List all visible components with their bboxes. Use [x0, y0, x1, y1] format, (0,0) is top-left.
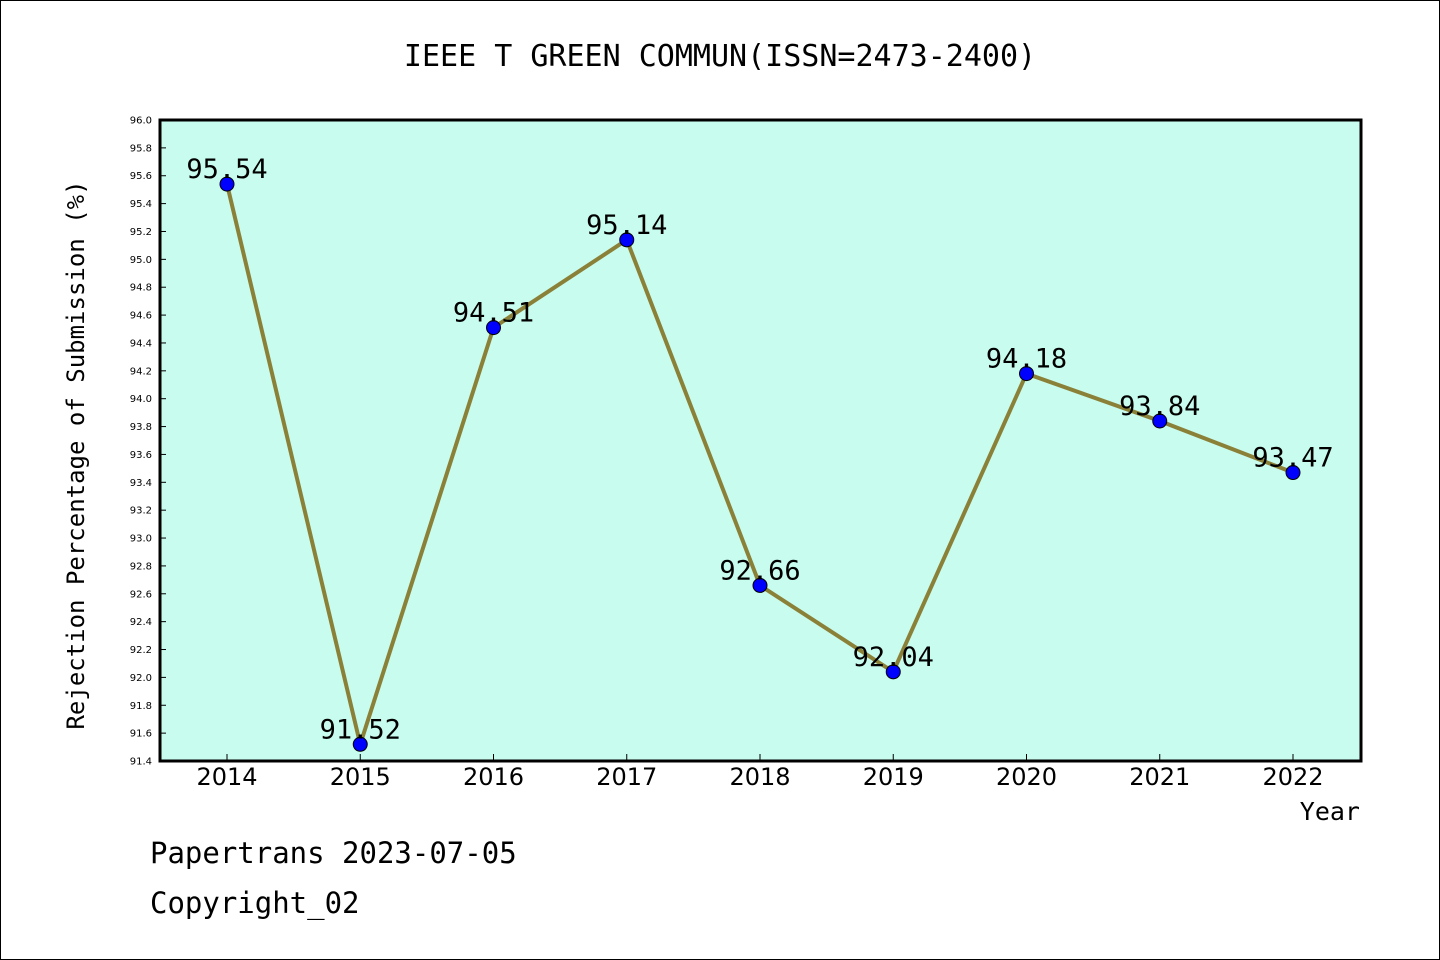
x-tick-label: 2014	[196, 763, 257, 791]
y-tick-label: 94.8	[130, 283, 152, 294]
data-point	[219, 176, 235, 192]
y-axis-label: Rejection Percentage of Submission (%)	[62, 180, 90, 729]
data-label: 94.51	[453, 298, 534, 329]
y-tick-label: 92.2	[130, 645, 152, 656]
plot-area	[158, 118, 1363, 763]
data-point	[885, 664, 901, 680]
y-tick-label: 94.4	[130, 338, 152, 349]
footer-date: Papertrans 2023-07-05	[150, 836, 517, 870]
data-label: 95.14	[586, 210, 667, 241]
x-tick-label: 2020	[996, 763, 1057, 791]
y-tick-label: 91.6	[130, 729, 152, 740]
footer-copyright: Copyright_02	[150, 886, 360, 920]
y-tick-label: 93.0	[130, 534, 152, 545]
y-tick-label: 92.8	[130, 561, 152, 572]
x-tick-label: 2018	[729, 763, 790, 791]
data-point	[486, 320, 501, 336]
data-label: 92.04	[853, 642, 934, 673]
data-point	[1152, 413, 1168, 429]
data-label: 91.52	[320, 714, 401, 745]
y-tick-label: 95.6	[130, 171, 152, 182]
y-tick-label: 93.8	[130, 422, 152, 433]
y-tick-label: 93.2	[130, 506, 152, 517]
x-tick-label: 2022	[1262, 763, 1323, 791]
y-tick-label: 91.4	[130, 757, 152, 768]
y-tick-label: 95.2	[130, 227, 152, 238]
chart-title: IEEE T GREEN COMMUN(ISSN=2473-2400)	[404, 39, 1036, 74]
data-labels: 95.54 91.52 94.51 95.14 92.66 92.04 94.18 93.84…	[186, 154, 1333, 745]
y-tick-label: 95.0	[130, 255, 152, 266]
y-tick-label: 92.4	[130, 617, 152, 628]
data-point	[1019, 366, 1034, 382]
data-label: 93.84	[1119, 391, 1200, 422]
data-points	[219, 176, 1301, 752]
data-label: 95.54	[186, 154, 267, 185]
data-label: 93.47	[1252, 443, 1333, 474]
data-label: 92.66	[719, 555, 800, 586]
x-tick-label: 2015	[330, 763, 391, 791]
data-point	[1285, 465, 1301, 481]
y-tick-label: 92.0	[130, 673, 152, 684]
data-point	[619, 232, 635, 248]
y-axis: 91.4 91.6 91.8 92.0 92.2 92.4 92.6 92.8 93.0 93.2…	[130, 116, 166, 768]
y-tick-label: 96.0	[130, 116, 152, 127]
x-axis-label: Year	[1300, 797, 1360, 826]
y-tick-label: 93.6	[130, 450, 152, 461]
y-tick-label: 94.6	[130, 311, 152, 322]
y-tick-label: 95.8	[130, 143, 152, 154]
y-tick-label: 91.8	[130, 701, 152, 712]
data-label: 94.18	[986, 344, 1067, 375]
y-tick-label: 93.4	[130, 478, 152, 489]
y-tick-label: 94.2	[130, 366, 152, 377]
y-tick-label: 92.6	[130, 589, 152, 600]
data-point	[752, 577, 768, 593]
y-tick-label: 94.0	[130, 394, 152, 405]
x-axis: 2014 2015 2016 2017 2018 2019 2020 2021 2022	[196, 754, 1324, 791]
x-tick-label: 2016	[463, 763, 524, 791]
data-point	[352, 736, 368, 752]
x-tick-label: 2019	[863, 763, 924, 791]
x-tick-label: 2021	[1129, 763, 1190, 791]
y-tick-label: 95.4	[130, 199, 152, 210]
x-tick-label: 2017	[596, 763, 657, 791]
